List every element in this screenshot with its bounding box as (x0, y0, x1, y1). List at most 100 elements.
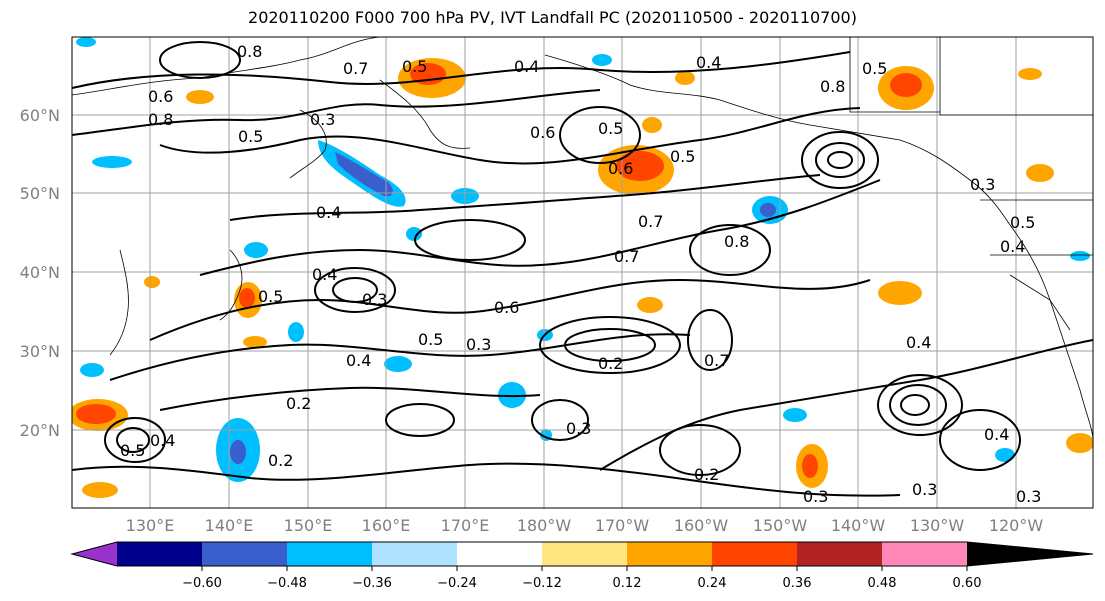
lon-label: 160°E (362, 516, 411, 535)
warm-core (802, 454, 818, 478)
contour-label: 0.7 (704, 351, 729, 370)
contour-label: 0.2 (694, 465, 719, 484)
warm-region (144, 276, 160, 288)
lon-label: 120°W (989, 516, 1044, 535)
cool-core (335, 152, 393, 197)
contour-label: 0.3 (310, 110, 335, 129)
contour-label: 0.5 (120, 441, 145, 460)
warm-core (239, 288, 255, 308)
warm-region (1018, 68, 1042, 80)
contour-label: 0.3 (1016, 487, 1041, 506)
contour-label: 0.6 (608, 159, 633, 178)
lat-label: 30°N (20, 342, 60, 361)
cool-region (1070, 251, 1090, 261)
lat-label: 20°N (20, 421, 60, 440)
colorbar-segment (117, 542, 202, 566)
cool-region (288, 322, 304, 342)
warm-region (1066, 433, 1093, 453)
contour-labels: 0.8 0.5 0.4 0.4 0.5 0.8 0.6 0.7 0.5 0.6 … (120, 42, 1041, 506)
contour-label: 0.2 (598, 354, 623, 373)
contour-label: 0.3 (466, 335, 491, 354)
cool-region (384, 356, 412, 372)
contour-label: 0.5 (862, 59, 887, 78)
contour-label: 0.3 (912, 480, 937, 499)
lon-label: 150°W (753, 516, 808, 535)
cool-region (783, 408, 807, 422)
lon-label: 150°E (284, 516, 333, 535)
cool-region (406, 227, 422, 241)
lon-label: 180°W (517, 516, 572, 535)
cool-region (76, 37, 96, 47)
contour-label: 0.4 (906, 333, 931, 352)
cool-region (244, 242, 268, 258)
lon-label: 130°E (126, 516, 175, 535)
warm-region (82, 482, 118, 498)
contour-label: 0.5 (402, 57, 427, 76)
lat-label: 40°N (20, 263, 60, 282)
contour-label: 0.3 (970, 175, 995, 194)
warm-region (675, 71, 695, 85)
lat-label: 50°N (20, 184, 60, 203)
colorbar-segment (542, 542, 627, 566)
contour-label: 0.5 (418, 330, 443, 349)
contour-label: 0.4 (1000, 237, 1025, 256)
cool-core (230, 440, 246, 464)
contour-label: 0.8 (148, 110, 173, 129)
cool-region (498, 382, 526, 408)
contour-label: 0.4 (346, 351, 371, 370)
contour-label: 0.3 (803, 487, 828, 506)
contour-label: 0.3 (362, 290, 387, 309)
contour-label: 0.5 (238, 127, 263, 146)
lon-label: 170°W (595, 516, 650, 535)
contour-label: 0.7 (614, 247, 639, 266)
contour-label: 0.5 (598, 119, 623, 138)
cool-region (80, 363, 104, 377)
warm-core (890, 73, 922, 97)
contour-label: 0.8 (724, 232, 749, 251)
cool-region (592, 54, 612, 66)
colorbar: −0.60 −0.48 −0.36 −0.24 −0.12 0.12 0.24 … (70, 541, 1094, 591)
contour-label: 0.6 (530, 123, 555, 142)
colorbar-tick-label: −0.36 (352, 576, 392, 591)
lon-label: 170°E (441, 516, 490, 535)
colorbar-segment (882, 542, 967, 566)
pv-contours (72, 41, 1093, 497)
contour-label: 0.5 (258, 287, 283, 306)
colorbar-segment (627, 542, 712, 566)
warm-region (186, 90, 214, 104)
contour-label: 0.4 (312, 265, 337, 284)
map-gridlines (72, 37, 1093, 508)
colorbar-segment (372, 542, 457, 566)
colorbar-extend-high (967, 542, 1093, 566)
longitude-labels: 130°E 140°E 150°E 160°E 170°E 180°W 170°… (126, 516, 1044, 535)
warm-region (637, 297, 663, 313)
colorbar-segment (712, 542, 797, 566)
map-border (71, 36, 1094, 509)
warm-region (878, 281, 922, 305)
shaded-regions (72, 37, 1093, 498)
contour-label: 0.6 (494, 298, 519, 317)
lon-label: 160°W (674, 516, 729, 535)
cool-region (995, 448, 1015, 462)
contour-label: 0.2 (286, 394, 311, 413)
colorbar-tick-label: 0.48 (868, 576, 897, 591)
cool-region (92, 156, 132, 168)
contour-label: 0.4 (696, 53, 721, 72)
lon-label: 140°W (831, 516, 886, 535)
colorbar-tick-label: −0.12 (522, 576, 562, 591)
lon-label: 130°W (910, 516, 965, 535)
colorbar-tick-label: −0.24 (437, 576, 477, 591)
colorbar-tick-label: 0.36 (783, 576, 812, 591)
colorbar-tick-label: −0.60 (182, 576, 222, 591)
warm-core (76, 404, 116, 424)
map-title: 2020110200 F000 700 hPa PV, IVT Landfall… (248, 8, 857, 27)
lon-label: 140°E (205, 516, 254, 535)
contour-label: 0.4 (316, 203, 341, 222)
colorbar-tick-label: 0.24 (698, 576, 727, 591)
colorbar-segment (202, 542, 287, 566)
colorbar-segment (287, 542, 372, 566)
colorbar-extend-low (72, 542, 117, 566)
contour-label: 0.7 (638, 212, 663, 231)
warm-region (1026, 164, 1054, 182)
cool-core (760, 203, 776, 217)
